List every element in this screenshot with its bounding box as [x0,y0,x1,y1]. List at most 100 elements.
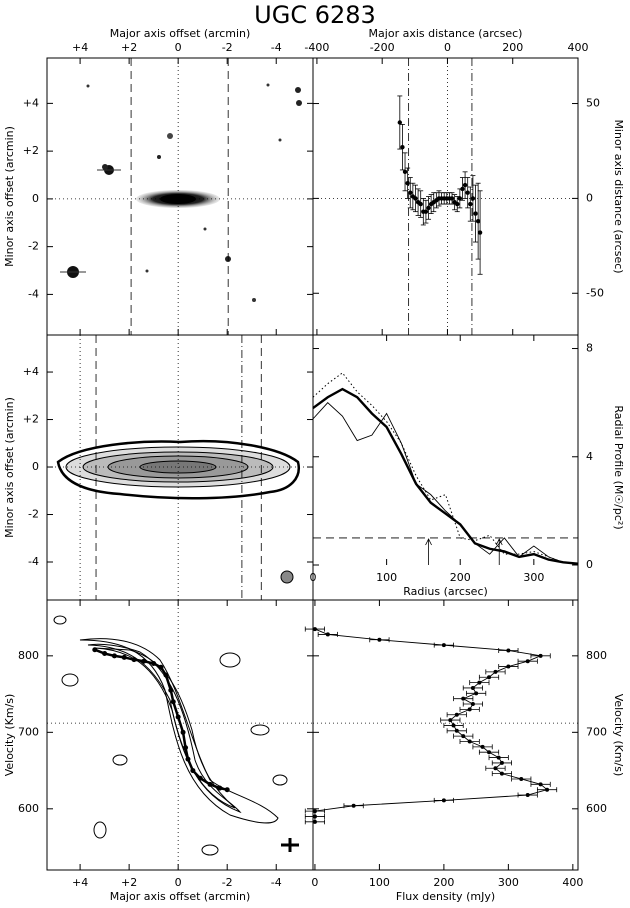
point [418,201,423,207]
point [158,664,164,670]
pv-contours [53,615,299,856]
point [441,643,446,648]
point [312,814,317,819]
point [175,714,181,720]
point [449,196,455,201]
point [185,756,191,762]
y-tick-label: 800 [586,649,607,662]
point [312,627,317,632]
point [325,632,330,637]
point [454,728,459,733]
point [312,809,317,814]
point [451,723,456,728]
x-axis-title: Major axis distance (arcsec) [369,27,523,40]
point [538,782,543,787]
x-tick-label: +4 [72,41,88,54]
x-tick-label: -2 [222,41,233,54]
point [467,707,472,712]
point [351,803,356,808]
point [405,181,410,186]
x-tick-label: 200 [450,571,471,584]
point [545,787,550,792]
x-tick-label: 300 [523,571,544,584]
y-tick-label: 600 [586,802,607,815]
point [538,653,543,658]
point [207,781,213,787]
point [467,739,472,744]
y-tick-label: -2 [28,240,39,253]
point [460,186,465,192]
x-tick-label: 300 [498,876,519,889]
x-axis-title: Flux density (mJy) [396,890,495,903]
x-tick-label: 200 [502,41,523,54]
y-tick-label: -2 [28,508,39,521]
point [190,768,196,774]
y-axis-title: Minor axis offset (arcmin) [3,126,16,267]
y-tick-label: +4 [23,365,39,378]
y-tick-label: 4 [586,450,593,463]
point [473,211,478,216]
profile-line [312,402,579,565]
x-tick-label: 0 [444,41,451,54]
y-tick-label: +2 [23,144,39,157]
point [470,685,475,690]
point [168,687,174,693]
point [102,651,108,657]
point [506,664,511,669]
point [470,196,476,201]
point [519,776,524,781]
frames [46,57,579,871]
point [131,657,137,663]
y-axis-title: Velocity (Km/s) [612,694,625,777]
point [493,766,498,771]
point [499,771,504,776]
y-tick-label: +2 [23,413,39,426]
profile-line [312,387,579,565]
point [461,734,466,739]
point [525,793,530,798]
point [423,209,429,214]
point [141,658,147,664]
point [465,190,470,195]
x-tick-label: +2 [121,876,137,889]
y-tick-label: 0 [586,558,593,571]
y-axis-title: Velocity (Km/s) [3,694,16,777]
point [506,648,511,653]
point [461,696,466,701]
y-axis-title: Minor axis offset (arcmin) [3,397,16,538]
point [92,647,98,653]
point [487,750,492,755]
point [448,718,453,723]
y-axis-title: Minor axis distance (arcsec) [612,119,625,273]
point [475,218,481,224]
point [312,819,317,824]
profile-line [312,372,579,565]
y-tick-label: 800 [18,649,39,662]
point [224,787,230,793]
x-tick-label: -400 [304,41,329,54]
y-tick-label: 700 [586,725,607,738]
x-tick-label: -4 [271,41,282,54]
point [413,196,418,201]
point [499,760,504,765]
x-tick-label: 0 [175,876,182,889]
point [121,654,127,660]
point [441,798,446,803]
arrow [495,538,503,565]
hi-contours [56,439,301,584]
y-tick-label: 0 [586,191,593,204]
point [183,745,189,751]
spectrum-line [314,628,549,822]
y-tick-label: 600 [18,802,39,815]
x-tick-label: 0 [175,41,182,54]
point [408,190,413,195]
point [525,659,530,664]
y-tick-label: 8 [586,342,593,355]
x-tick-label: 100 [376,571,397,584]
point [180,729,186,735]
point [402,169,408,175]
point [163,672,169,678]
point [455,201,460,207]
y-tick-label: -50 [586,286,604,299]
